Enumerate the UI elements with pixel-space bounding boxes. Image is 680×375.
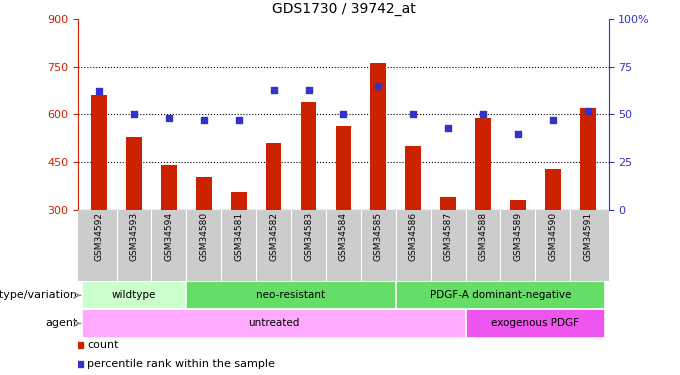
- Bar: [371, 63, 386, 210]
- Bar: [405, 146, 421, 210]
- Bar: [82, 281, 186, 309]
- Point: [443, 125, 454, 131]
- Bar: [335, 126, 352, 210]
- Text: wildtype: wildtype: [112, 290, 156, 300]
- Point: [408, 111, 419, 117]
- Bar: [186, 281, 396, 309]
- Bar: [301, 102, 316, 210]
- Text: GSM34593: GSM34593: [129, 212, 139, 261]
- Bar: [475, 118, 491, 210]
- Text: GSM34580: GSM34580: [199, 212, 208, 261]
- Point: [163, 115, 174, 121]
- Point: [582, 108, 593, 114]
- Point: [233, 117, 244, 123]
- Bar: [231, 192, 247, 210]
- Bar: [545, 169, 560, 210]
- Text: count: count: [87, 340, 119, 350]
- Text: GSM34588: GSM34588: [479, 212, 488, 261]
- Text: GSM34582: GSM34582: [269, 212, 278, 261]
- Text: GSM34592: GSM34592: [95, 212, 103, 261]
- Text: GSM34586: GSM34586: [409, 212, 418, 261]
- Text: GSM34587: GSM34587: [443, 212, 453, 261]
- Point: [513, 130, 524, 136]
- Text: GSM34591: GSM34591: [583, 212, 592, 261]
- Text: GSM34589: GSM34589: [513, 212, 522, 261]
- Bar: [580, 108, 596, 210]
- Text: exogenous PDGF: exogenous PDGF: [492, 318, 579, 328]
- Point: [129, 111, 139, 117]
- Text: GSM34585: GSM34585: [374, 212, 383, 261]
- Text: percentile rank within the sample: percentile rank within the sample: [87, 358, 275, 369]
- Text: GSM34583: GSM34583: [304, 212, 313, 261]
- Text: PDGF-A dominant-negative: PDGF-A dominant-negative: [430, 290, 571, 300]
- Bar: [82, 309, 466, 338]
- Point: [199, 117, 209, 123]
- Bar: [396, 281, 605, 309]
- Bar: [91, 95, 107, 210]
- Point: [373, 83, 384, 89]
- Point: [477, 111, 488, 117]
- Bar: [161, 165, 177, 210]
- Point: [268, 87, 279, 93]
- Title: GDS1730 / 39742_at: GDS1730 / 39742_at: [271, 2, 415, 16]
- Text: agent: agent: [46, 318, 78, 328]
- Text: neo-resistant: neo-resistant: [256, 290, 326, 300]
- Text: genotype/variation: genotype/variation: [0, 290, 78, 300]
- Point: [547, 117, 558, 123]
- Point: [303, 87, 314, 93]
- Text: untreated: untreated: [248, 318, 299, 328]
- Bar: [266, 143, 282, 210]
- Bar: [126, 137, 142, 210]
- Text: GSM34581: GSM34581: [234, 212, 243, 261]
- Bar: [440, 197, 456, 210]
- Point: [94, 88, 105, 94]
- Text: GSM34590: GSM34590: [548, 212, 558, 261]
- Bar: [510, 200, 526, 210]
- Point: [338, 111, 349, 117]
- Bar: [196, 177, 211, 210]
- Bar: [466, 309, 605, 338]
- Text: GSM34594: GSM34594: [165, 212, 173, 261]
- Text: GSM34584: GSM34584: [339, 212, 348, 261]
